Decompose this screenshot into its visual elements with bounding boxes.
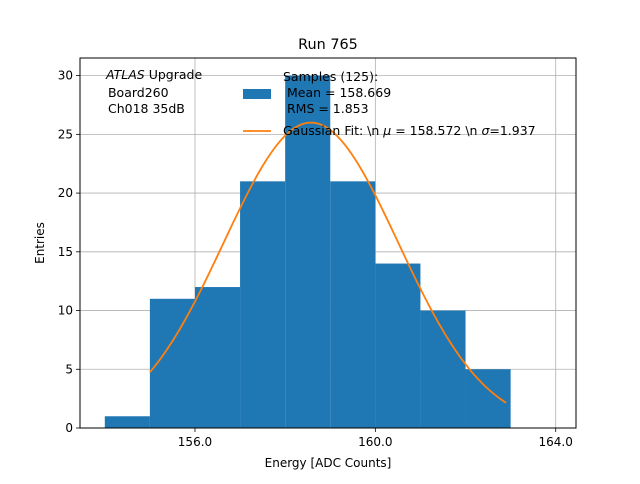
legend-histogram-swatch [243, 89, 271, 99]
legend: Samples (125): Mean = 158.669 RMS = 1.85… [243, 69, 536, 138]
y-axis-label: Entries [33, 222, 47, 264]
x-tick-label: 160.0 [358, 435, 392, 449]
annotation-upgrade: Upgrade [145, 67, 203, 82]
atlas-annotation: ATLAS Upgrade Board260 Ch018 35dB [104, 67, 202, 116]
histogram-bar [104, 416, 150, 428]
histogram-bar [194, 287, 241, 428]
x-axis-label: Energy [ADC Counts] [265, 456, 392, 470]
annotation-line3: Ch018 35dB [104, 101, 185, 116]
histogram-bar [330, 181, 376, 428]
histogram-bars [104, 75, 511, 428]
y-tick-label: 0 [65, 421, 73, 435]
legend-hist-line3: RMS = 1.853 [283, 101, 369, 116]
annotation-line2: Board260 [104, 85, 169, 100]
legend-fit-prefix: Gaussian Fit: \n [283, 123, 383, 138]
legend-fit-mu: μ [382, 123, 391, 138]
x-tick-label: 164.0 [539, 435, 573, 449]
legend-fit-middle: = 158.572 \n [391, 123, 481, 138]
histogram-bar [240, 181, 286, 428]
histogram-bar [420, 310, 466, 428]
y-tick-label: 10 [58, 304, 73, 318]
y-tick-label: 15 [58, 245, 73, 259]
gaussian-fit-curve [149, 121, 507, 404]
y-tick-label: 20 [58, 186, 73, 200]
axes-frame [79, 57, 577, 429]
histogram-bar [465, 369, 511, 428]
x-axis-ticks: 156.0 160.0 164.0 [178, 428, 573, 449]
legend-fit-suffix: =1.937 [489, 123, 535, 138]
histogram-bar [285, 75, 331, 428]
annotation-line1: ATLAS Upgrade [105, 67, 202, 82]
legend-fit-sigma: σ [481, 123, 490, 138]
annotation-atlas-italic: ATLAS [105, 67, 145, 82]
legend-hist-line2: Mean = 158.669 [283, 85, 391, 100]
y-tick-label: 30 [58, 69, 73, 83]
histogram-bar [375, 263, 421, 428]
legend-hist-line1: Samples (125): [283, 69, 378, 84]
chart-title: Run 765 [298, 37, 358, 53]
x-tick-label: 156.0 [178, 435, 212, 449]
y-tick-label: 5 [65, 362, 73, 376]
y-tick-label: 25 [58, 127, 73, 141]
legend-fit-label: Gaussian Fit: \n μ = 158.572 \n σ=1.937 [283, 123, 536, 138]
y-axis-ticks: 0 5 10 15 20 25 30 [58, 69, 80, 435]
